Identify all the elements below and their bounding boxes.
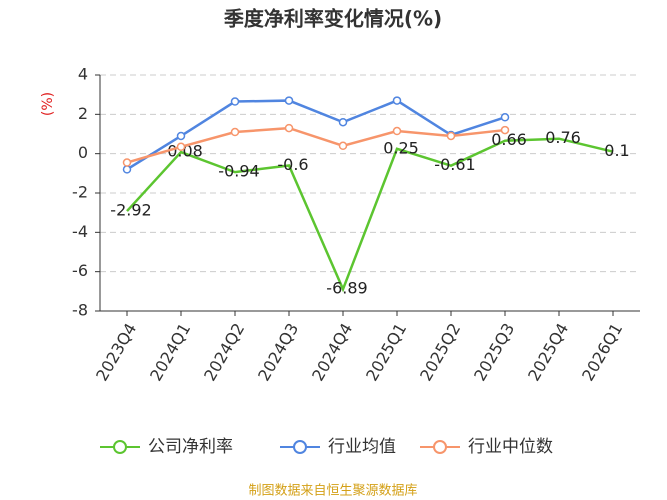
legend-label: 公司净利率 xyxy=(148,437,233,457)
source-note: 制图数据来自恒生聚源数据库 xyxy=(248,483,417,499)
data-label: -0.94 xyxy=(218,162,259,181)
point xyxy=(500,113,510,122)
y-tick-label: 4 xyxy=(78,65,88,84)
legend-marker xyxy=(113,440,127,454)
legend-marker xyxy=(293,440,307,454)
y-tick-label: 0 xyxy=(78,143,88,162)
series-line xyxy=(126,99,506,171)
data-label: 0.66 xyxy=(491,130,527,149)
data-label: -0.6 xyxy=(277,155,308,174)
series-line xyxy=(126,137,614,293)
data-label: -6.89 xyxy=(326,279,367,298)
point xyxy=(338,141,348,151)
x-tick-label: 2023Q4 xyxy=(92,320,140,384)
legend-marker xyxy=(433,440,447,454)
legend-label: 行业均值 xyxy=(328,437,396,457)
y-tick-label: -6 xyxy=(72,261,88,280)
y-tick-label: 2 xyxy=(78,104,88,123)
chart-title: 季度净利率变化情况(%) xyxy=(223,7,442,31)
data-label: 0.25 xyxy=(383,138,419,157)
point xyxy=(392,96,402,105)
x-tick-label: 2024Q1 xyxy=(146,320,194,384)
point xyxy=(176,142,186,152)
data-label: 0.76 xyxy=(545,128,581,147)
point xyxy=(500,125,510,135)
point xyxy=(122,165,132,174)
point xyxy=(122,158,132,167)
point xyxy=(230,97,240,106)
point xyxy=(230,127,240,137)
x-tick-label: 2025Q2 xyxy=(416,320,464,384)
point xyxy=(284,96,294,105)
x-tick-label: 2026Q1 xyxy=(578,320,626,384)
point xyxy=(284,123,294,133)
y-axis-label: (%) xyxy=(40,92,56,116)
x-tick-label: 2025Q3 xyxy=(470,320,518,384)
data-label: 0.08 xyxy=(167,142,203,161)
y-tick-label: -8 xyxy=(72,301,88,320)
data-label: -2.92 xyxy=(110,201,151,220)
data-label: 0.1 xyxy=(604,141,629,160)
x-tick-label: 2024Q3 xyxy=(254,320,302,384)
data-label: -0.61 xyxy=(434,155,475,174)
y-tick-label: -2 xyxy=(72,183,88,202)
point xyxy=(176,131,186,141)
series-line xyxy=(126,126,506,164)
x-tick-label: 2024Q4 xyxy=(308,320,356,384)
x-tick-label: 2025Q4 xyxy=(524,320,572,384)
legend-label: 行业中位数 xyxy=(468,437,553,457)
y-tick-label: -4 xyxy=(72,222,88,241)
point xyxy=(392,126,402,136)
point xyxy=(446,131,456,141)
x-tick-label: 2024Q2 xyxy=(200,320,248,384)
x-tick-label: 2025Q1 xyxy=(362,320,410,384)
point xyxy=(338,117,348,127)
